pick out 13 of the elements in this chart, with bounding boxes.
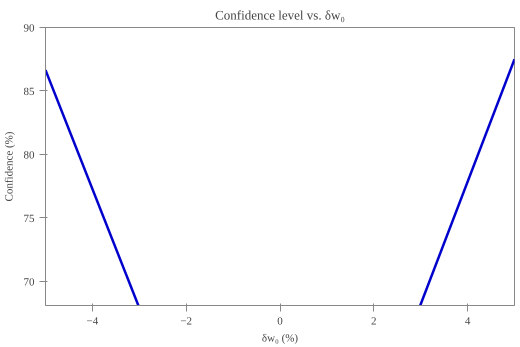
x-tick-label: 4 xyxy=(464,316,471,328)
x-tick-label: 0 xyxy=(277,316,284,328)
x-tick-label: −4 xyxy=(86,316,99,328)
y-tick-label: 70 xyxy=(24,276,35,288)
y-tick-label: 75 xyxy=(24,212,35,225)
y-tick-label: 85 xyxy=(24,86,35,98)
y-tick-label: 90 xyxy=(24,22,35,34)
x-tick-label: −2 xyxy=(180,316,192,328)
x-tick-label: 2 xyxy=(371,316,377,328)
y-axis-title: Confidence (%) xyxy=(4,131,16,202)
y-tick-label: 80 xyxy=(24,149,35,162)
x-axis-title: δw₀ (%) xyxy=(262,332,298,344)
chart-title: Confidence level vs. δw₀ xyxy=(215,8,345,22)
